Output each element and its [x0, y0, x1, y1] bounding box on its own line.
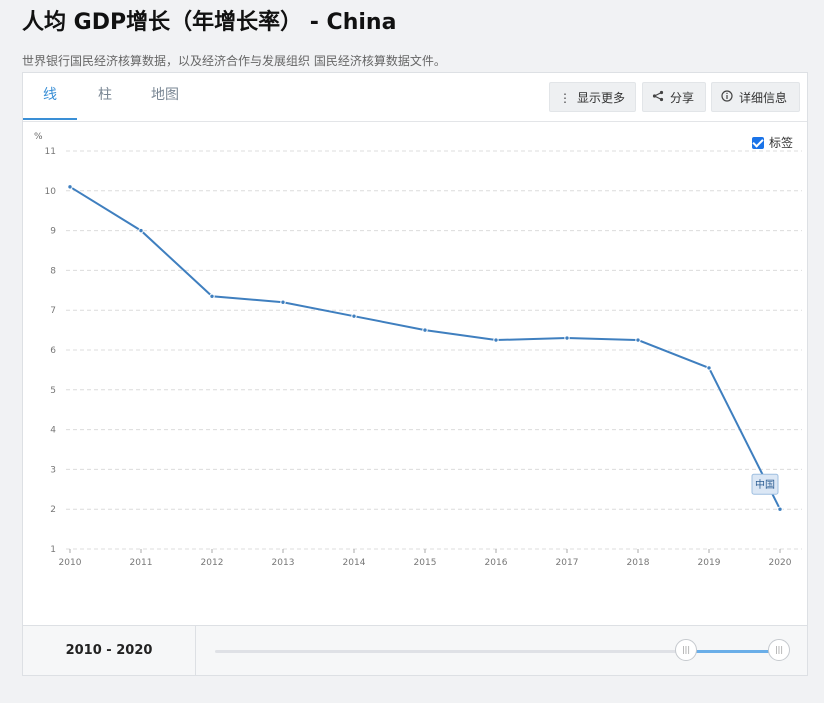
x-tick-label: 2020 — [769, 558, 792, 568]
data-point — [351, 313, 357, 319]
range-start-handle[interactable]: ||| — [675, 639, 697, 661]
chart-panel: 线 柱 地图 ⋮ 显示更多 分享 详细信息 标签 % 1 2 3 4 5 6 7 8 9 10 11 20… — [22, 72, 808, 626]
tab-line[interactable]: 线 — [23, 73, 77, 120]
range-slider-track[interactable] — [215, 650, 779, 653]
data-point — [67, 184, 73, 190]
data-point — [209, 293, 215, 299]
y-tick-label: 10 — [45, 187, 57, 197]
labels-toggle[interactable]: 标签 — [752, 134, 793, 151]
data-point — [706, 365, 712, 371]
series-label-box — [751, 473, 779, 495]
y-tick-label: 7 — [50, 306, 56, 316]
share-label: 分享 — [670, 91, 695, 105]
chart-tabs: 线 柱 地图 ⋮ 显示更多 分享 详细信息 — [23, 73, 807, 122]
range-slider-fill — [686, 650, 779, 653]
x-tick-label: 2016 — [485, 558, 508, 568]
x-tick-label: 2017 — [556, 558, 579, 568]
x-tick-label: 2010 — [59, 558, 82, 568]
x-tick-label: 2013 — [272, 558, 295, 568]
y-tick-label: 2 — [50, 505, 56, 515]
show-more-button[interactable]: ⋮ 显示更多 — [549, 82, 636, 112]
data-point — [280, 299, 286, 305]
y-tick-label: 3 — [50, 465, 56, 475]
range-end-handle[interactable]: ||| — [768, 639, 790, 661]
details-button[interactable]: 详细信息 — [711, 82, 800, 112]
show-more-label: 显示更多 — [577, 91, 626, 105]
data-point — [777, 506, 783, 512]
range-end: 2020 — [116, 643, 153, 658]
y-axis-unit-label: % — [34, 132, 43, 142]
data-point — [564, 335, 570, 341]
info-icon — [721, 83, 733, 113]
range-label: 2010 - 2020 — [23, 626, 196, 675]
range-separator: - — [106, 643, 112, 658]
y-tick-label: 11 — [45, 147, 56, 157]
checkbox-checked-icon[interactable] — [752, 137, 764, 149]
y-tick-label: 4 — [50, 426, 56, 436]
x-tick-label: 2015 — [414, 558, 437, 568]
series-name-label: 中国 — [755, 478, 775, 491]
x-tick-label: 2012 — [201, 558, 224, 568]
y-tick-label: 1 — [50, 545, 56, 555]
page-subtitle: 世界银行国民经济核算数据，以及经济合作与发展组织 国民经济核算数据文件。 — [22, 54, 446, 68]
tab-bar[interactable]: 柱 — [98, 87, 112, 103]
page-title: 人均 GDP增长（年增长率） - China — [22, 10, 397, 35]
x-tick-label: 2018 — [627, 558, 650, 568]
x-tick-label: 2011 — [130, 558, 153, 568]
share-button[interactable]: 分享 — [642, 82, 706, 112]
y-tick-label: 9 — [50, 227, 56, 237]
data-point — [635, 337, 641, 343]
data-point — [422, 327, 428, 333]
x-tick-label: 2019 — [698, 558, 721, 568]
y-tick-label: 5 — [50, 386, 56, 396]
series-line — [69, 185, 781, 510]
tab-map[interactable]: 地图 — [151, 87, 179, 103]
details-label: 详细信息 — [739, 91, 788, 105]
time-range-bar: 2010 - 2020 ||| ||| — [22, 626, 808, 676]
range-start: 2010 — [65, 643, 102, 658]
line-chart: % 1 2 3 4 5 6 7 8 9 10 11 2010 2011 2012 2013 2014 2015 20… — [34, 132, 802, 568]
share-icon — [652, 83, 664, 113]
y-tick-label: 8 — [50, 266, 56, 276]
more-vertical-icon: ⋮ — [559, 91, 571, 105]
y-tick-label: 6 — [50, 346, 56, 356]
x-tick-label: 2014 — [343, 558, 366, 568]
labels-toggle-label: 标签 — [769, 136, 794, 150]
data-point — [493, 337, 499, 343]
data-point — [138, 227, 144, 234]
